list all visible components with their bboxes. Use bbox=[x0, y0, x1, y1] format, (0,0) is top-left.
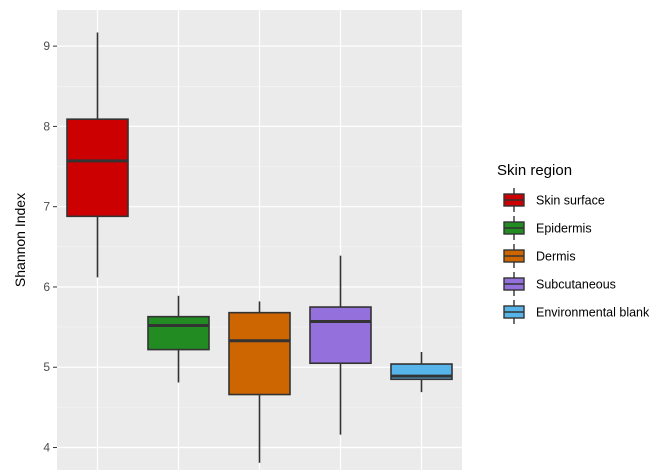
y-tick-label: 9 bbox=[43, 39, 50, 53]
legend-title: Skin region bbox=[497, 162, 572, 179]
box-environmental-blank bbox=[390, 351, 453, 393]
y-axis: 4 5 6 7 8 9 bbox=[43, 39, 57, 455]
box-body bbox=[228, 311, 291, 396]
y-tick-label: 6 bbox=[43, 280, 50, 294]
box-epidermis bbox=[147, 295, 210, 383]
y-tick-label: 5 bbox=[43, 360, 50, 374]
boxes bbox=[66, 32, 453, 463]
legend-label: Dermis bbox=[536, 250, 576, 264]
legend-item-subcutaneous: Subcutaneous bbox=[503, 272, 616, 296]
box-dermis bbox=[228, 301, 291, 463]
box-body bbox=[309, 306, 372, 365]
y-tick-label: 4 bbox=[43, 441, 50, 455]
legend-item-environmental-blank: Environmental blank bbox=[503, 300, 650, 324]
y-tick-label: 7 bbox=[43, 200, 50, 214]
box-subcutaneous bbox=[309, 255, 372, 435]
box-body bbox=[147, 315, 210, 351]
legend-label: Subcutaneous bbox=[536, 278, 616, 292]
y-axis-title: Shannon Index bbox=[12, 193, 28, 287]
legend-item-skin-surface: Skin surface bbox=[503, 188, 605, 212]
legend-label: Skin surface bbox=[536, 194, 605, 208]
box-skin-surface bbox=[66, 32, 129, 278]
legend-label: Environmental blank bbox=[536, 306, 650, 320]
y-tick-label: 8 bbox=[43, 119, 50, 133]
legend-item-dermis: Dermis bbox=[503, 244, 576, 268]
legend: Skin region Skin surface Epidermis Dermis S… bbox=[497, 162, 650, 324]
legend-item-epidermis: Epidermis bbox=[503, 216, 592, 240]
legend-label: Epidermis bbox=[536, 222, 592, 236]
box-body bbox=[66, 118, 129, 218]
